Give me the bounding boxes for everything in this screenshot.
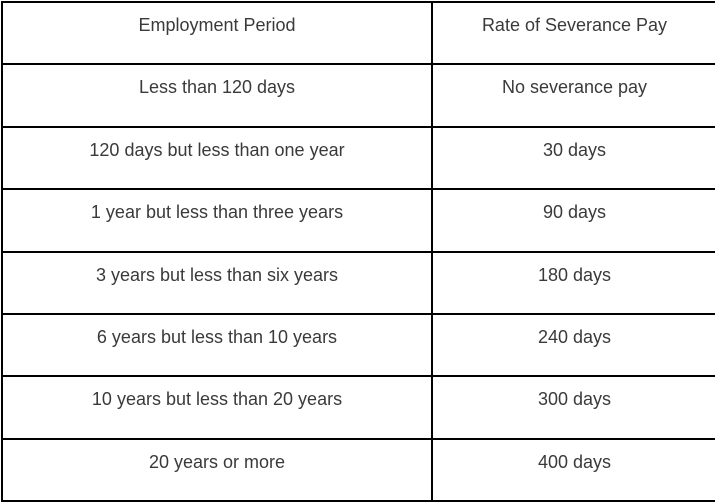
table-row: 120 days but less than one year 30 days xyxy=(1,125,715,191)
table-row: 3 years but less than six years 180 days xyxy=(1,250,715,315)
period-cell: 120 days but less than one year xyxy=(1,125,433,191)
rate-cell: 90 days xyxy=(431,188,715,253)
table-row: 10 years but less than 20 years 300 days xyxy=(1,375,715,440)
table-row: 20 years or more 400 days xyxy=(1,437,715,503)
rate-cell: No severance pay xyxy=(431,63,715,128)
period-cell: 3 years but less than six years xyxy=(1,250,433,315)
rate-cell: 300 days xyxy=(431,375,715,440)
period-cell: 1 year but less than three years xyxy=(1,188,433,253)
period-cell: Less than 120 days xyxy=(1,63,433,128)
period-cell: 20 years or more xyxy=(1,437,433,503)
severance-rate-header: Rate of Severance Pay xyxy=(431,0,715,66)
table-row: 6 years but less than 10 years 240 days xyxy=(1,312,715,378)
rate-cell: 400 days xyxy=(431,437,715,503)
rate-cell: 30 days xyxy=(431,125,715,191)
period-cell: 6 years but less than 10 years xyxy=(1,312,433,378)
table-row: 1 year but less than three years 90 days xyxy=(1,188,715,253)
table-header-row: Employment Period Rate of Severance Pay xyxy=(1,0,715,66)
rate-cell: 180 days xyxy=(431,250,715,315)
period-cell: 10 years but less than 20 years xyxy=(1,375,433,440)
rate-cell: 240 days xyxy=(431,312,715,378)
table-row: Less than 120 days No severance pay xyxy=(1,63,715,128)
employment-period-header: Employment Period xyxy=(1,0,433,66)
